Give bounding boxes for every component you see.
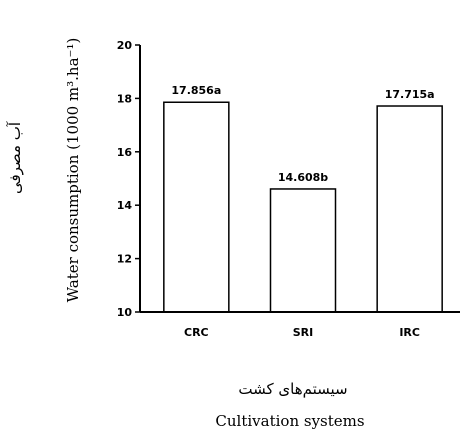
x-axis-title-persian: سیستم‌های کشت: [238, 380, 347, 398]
bars-layer: 17.856a 14.608b 17.715a: [163, 84, 443, 313]
bar-sri: [269, 188, 337, 313]
y-tick-label: 10: [117, 306, 133, 319]
bar-irc: [376, 105, 443, 313]
x-tick-label-crc: CRC: [184, 326, 209, 339]
y-tick-label: 14: [117, 199, 133, 212]
y-tick-label: 16: [117, 146, 133, 159]
y-tick-label: 18: [117, 92, 132, 105]
y-axis: 10 12 14 16 18 20: [117, 39, 141, 319]
x-tick-label-sri: SRI: [293, 326, 314, 339]
y-axis-title-persian: آب مصرفی: [6, 121, 24, 194]
x-axis: CRC SRI IRC: [140, 311, 460, 339]
y-tick-label: 20: [117, 39, 133, 52]
bar-crc: [163, 101, 230, 313]
data-label-crc: 17.856a: [171, 84, 221, 97]
x-tick-label-irc: IRC: [399, 326, 420, 339]
data-label-sri: 14.608b: [278, 171, 328, 184]
x-axis-title: Cultivation systems: [215, 412, 364, 430]
y-tick-label: 12: [117, 253, 132, 266]
y-axis-title: Water consumption (1000 m³.ha⁻¹): [64, 38, 82, 303]
data-label-irc: 17.715a: [385, 88, 435, 101]
